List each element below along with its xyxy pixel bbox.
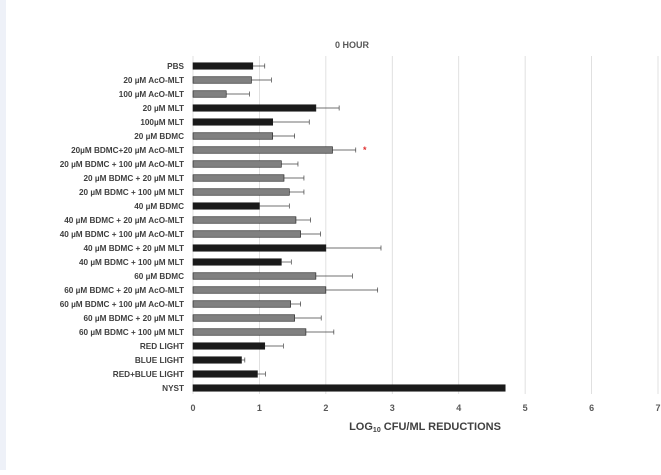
x-tick-label: 3 bbox=[390, 403, 395, 413]
category-label: 60 µM BDMC + 20 µM AcO-MLT bbox=[64, 286, 184, 295]
bar bbox=[192, 384, 506, 392]
bar bbox=[192, 286, 327, 294]
category-label: 20 µM AcO-MLT bbox=[123, 76, 184, 85]
category-label: 40 µM BDMC + 100 µM MLT bbox=[79, 258, 184, 267]
bar bbox=[192, 146, 333, 154]
category-label: 60 µM BDMC bbox=[134, 272, 184, 281]
category-label: RED LIGHT bbox=[140, 342, 184, 351]
bar bbox=[192, 132, 274, 140]
left-edge-strip bbox=[0, 0, 6, 470]
category-label: 20 µM BDMC + 20 µM MLT bbox=[84, 174, 185, 183]
bar bbox=[192, 272, 317, 280]
category-label: 20 µM BDMC + 100 µM AcO-MLT bbox=[60, 160, 184, 169]
x-tick-label: 0 bbox=[190, 403, 195, 413]
category-label: 40 µM BDMC + 20 µM MLT bbox=[84, 244, 185, 253]
bar bbox=[192, 62, 254, 70]
bar bbox=[192, 342, 266, 350]
tick-label-layer: 0 1 2 3 4 5 6 7 bbox=[190, 403, 660, 413]
x-axis-title: LOG10 CFU/ML REDUCTIONS bbox=[349, 421, 501, 434]
category-label: 20µM BDMC+20 µM AcO-MLT bbox=[71, 146, 184, 155]
x-tick-label: 5 bbox=[523, 403, 528, 413]
category-label: 40 µM BDMC + 100 µM AcO-MLT bbox=[60, 230, 184, 239]
x-axis-title-subscript: 10 bbox=[373, 427, 381, 434]
bar bbox=[192, 230, 301, 238]
bar bbox=[192, 90, 227, 98]
category-label: 20 µM BDMC + 100 µM MLT bbox=[79, 188, 184, 197]
bar bbox=[192, 104, 317, 112]
category-label: 100µM MLT bbox=[140, 118, 184, 127]
category-label: 40 µM BDMC + 20 µM AcO-MLT bbox=[64, 216, 184, 225]
category-label: PBS bbox=[167, 62, 184, 71]
category-label: 20 µM MLT bbox=[143, 104, 184, 113]
x-tick-label: 2 bbox=[323, 403, 328, 413]
bar bbox=[192, 300, 291, 308]
bar bbox=[192, 244, 327, 252]
x-tick-label: 7 bbox=[655, 403, 660, 413]
bar bbox=[192, 314, 295, 322]
bar bbox=[192, 188, 290, 196]
category-label: NYST bbox=[162, 384, 184, 393]
grid-layer bbox=[192, 56, 659, 394]
category-label: 60 µM BDMC + 100 µM MLT bbox=[79, 328, 184, 337]
category-label: 60 µM BDMC + 20 µM MLT bbox=[84, 314, 185, 323]
x-axis-title-suffix: CFU/ML REDUCTIONS bbox=[381, 421, 501, 433]
bar bbox=[192, 160, 282, 168]
category-label: 60 µM BDMC + 100 µM AcO-MLT bbox=[60, 300, 184, 309]
category-label: BLUE LIGHT bbox=[135, 356, 184, 365]
category-label: RED+BLUE LIGHT bbox=[113, 370, 184, 379]
category-label: 100 µM AcO-MLT bbox=[119, 90, 184, 99]
bar bbox=[192, 202, 260, 210]
bar bbox=[192, 356, 242, 364]
significance-marker: * bbox=[363, 145, 367, 155]
category-label: 40 µM BDMC bbox=[134, 202, 184, 211]
chart-title: 0 HOUR bbox=[335, 40, 370, 50]
bar bbox=[192, 328, 307, 336]
x-tick-label: 1 bbox=[257, 403, 262, 413]
category-label-layer: PBS 20 µM AcO-MLT 100 µM AcO-MLT 20 µM MLT 1… bbox=[60, 62, 367, 393]
x-axis-title-prefix: LOG bbox=[349, 421, 373, 433]
bar bbox=[192, 216, 297, 224]
x-tick-label: 6 bbox=[589, 403, 594, 413]
bar bbox=[192, 370, 258, 378]
category-label: 20 µM BDMC bbox=[134, 132, 184, 141]
bar bbox=[192, 76, 252, 84]
bar bbox=[192, 258, 282, 266]
bar bbox=[192, 118, 274, 126]
bar bbox=[192, 174, 285, 182]
x-tick-label: 4 bbox=[456, 403, 461, 413]
bar-layer bbox=[192, 62, 506, 392]
error-bar-layer bbox=[226, 63, 382, 377]
